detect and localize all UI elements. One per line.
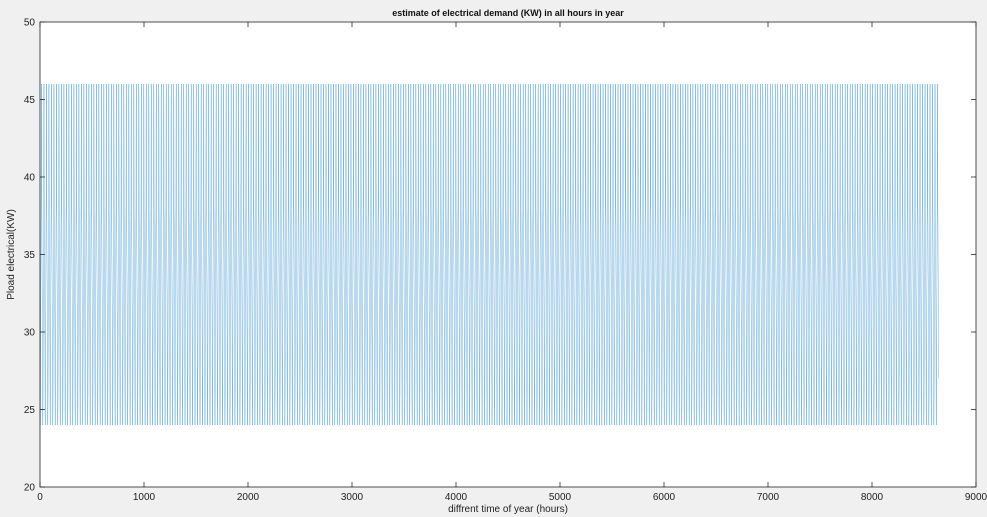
y-tick-label: 40 (24, 173, 36, 184)
y-tick-label: 50 (24, 18, 36, 29)
y-axis-ticks: 20 25 30 35 40 45 50 (24, 18, 976, 494)
x-tick-label: 4000 (445, 492, 468, 503)
x-tick-label: 1000 (133, 492, 156, 503)
y-tick-label: 45 (24, 95, 36, 106)
x-tick-label: 7000 (757, 492, 780, 503)
x-tick-label: 9000 (965, 492, 987, 503)
x-tick-label: 2000 (237, 492, 260, 503)
y-tick-label: 20 (24, 483, 36, 494)
x-axis-ticks: 0 1000 2000 3000 4000 5000 6000 7000 8000 9000 (37, 22, 987, 503)
x-tick-label: 3000 (341, 492, 364, 503)
series-line-0 (39, 83, 939, 426)
series-layer (39, 83, 939, 426)
x-axis-title: diffrent time of year (hours) (448, 504, 568, 515)
x-tick-label: 6000 (653, 492, 676, 503)
chart-title: estimate of electrical demand (KW) in al… (392, 8, 624, 18)
x-tick-label: 8000 (861, 492, 884, 503)
x-tick-label: 0 (37, 492, 43, 503)
y-tick-label: 30 (24, 328, 36, 339)
y-tick-label: 35 (24, 250, 36, 261)
x-tick-label: 5000 (549, 492, 572, 503)
y-axis-title: Pload electrical(KW) (6, 209, 17, 300)
y-tick-label: 25 (24, 405, 36, 416)
